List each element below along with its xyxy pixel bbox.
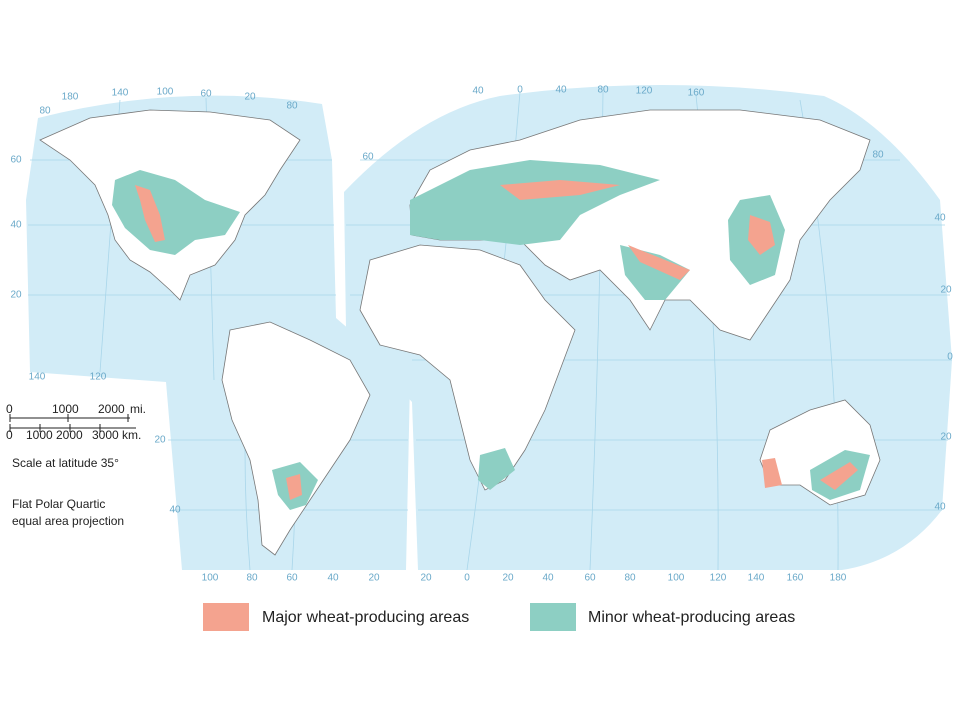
graticule-label: 60 (10, 155, 22, 166)
scale-label: 0 (6, 402, 13, 416)
scale-label: 1000 (26, 428, 53, 442)
graticule-labels: 180 140 100 60 20 80 80 60 40 20 140 120 40 0 40 80 120 1… (10, 85, 953, 584)
graticule-label: 60 (200, 89, 212, 100)
legend-swatch (203, 603, 249, 631)
scale-label: 1000 (52, 402, 79, 416)
graticule-label: 100 (668, 573, 685, 584)
graticule-label: 80 (624, 573, 636, 584)
graticule-label: 40 (10, 220, 22, 231)
graticule-label: 140 (112, 88, 129, 99)
graticule-label: 20 (940, 285, 952, 296)
graticule-label: 80 (872, 150, 884, 161)
graticule-label: 20 (154, 435, 166, 446)
graticule-label: 20 (368, 573, 380, 584)
graticule-label: 40 (934, 502, 946, 513)
major-area (135, 185, 165, 242)
scale-label: mi. (130, 402, 146, 416)
graticule-label: 40 (169, 505, 181, 516)
graticule-label: 40 (327, 573, 339, 584)
graticule-label: 120 (90, 372, 107, 383)
africa (359, 244, 576, 491)
graticule-label: 140 (29, 372, 46, 383)
graticule-label: 20 (420, 573, 432, 584)
major-area (762, 458, 782, 488)
graticule-label: 120 (636, 86, 653, 97)
graticule-label: 80 (246, 573, 258, 584)
minor-area (410, 160, 660, 245)
graticule-label: 40 (472, 86, 484, 97)
south-america (221, 321, 371, 556)
major-area (820, 462, 858, 490)
graticule-label: 160 (787, 573, 804, 584)
scale-label: Flat Polar Quartic (12, 497, 105, 511)
graticule-label: 180 (830, 573, 847, 584)
wheat-areas (112, 160, 870, 510)
legend-swatch (530, 603, 576, 631)
legend-label: Minor wheat-producing areas (588, 609, 795, 626)
scale-label: 0 (6, 428, 13, 442)
major-area (628, 245, 690, 280)
graticule-label: 40 (934, 213, 946, 224)
graticule-label: 20 (10, 290, 22, 301)
graticule-label: 120 (710, 573, 727, 584)
scale-label: equal area projection (12, 514, 124, 528)
graticule-label: 0 (464, 573, 470, 584)
scale-label: Scale at latitude 35° (12, 456, 119, 470)
graticule-label: 100 (157, 87, 174, 98)
graticule-label: 140 (748, 573, 765, 584)
graticule-label: 20 (502, 573, 514, 584)
graticule-label: 100 (202, 573, 219, 584)
scale-label: km. (122, 428, 141, 442)
graticule-label: 60 (584, 573, 596, 584)
graticule-label: 80 (39, 106, 51, 117)
graticule-label: 60 (286, 573, 298, 584)
scale-label: 3000 (92, 428, 119, 442)
graticule-label: 160 (688, 88, 705, 99)
scale-text: 0 1000 2000 mi.0 1000 2000 3000 km.Scale at lat… (6, 402, 146, 528)
scale-bar (9, 414, 136, 432)
major-area (286, 474, 302, 500)
major-area (748, 215, 775, 255)
graticule-label: 40 (555, 85, 567, 96)
legend-label: Major wheat-producing areas (262, 609, 469, 626)
graticule-label: 180 (62, 92, 79, 103)
graticule-label: 80 (597, 85, 609, 96)
minor-area (620, 245, 690, 300)
graticule-label: 20 (940, 432, 952, 443)
graticule-label: 60 (362, 152, 374, 163)
scale-label: 2000 (98, 402, 125, 416)
scale-label: 2000 (56, 428, 83, 442)
major-area (500, 180, 620, 200)
graticule-label: 0 (947, 352, 953, 363)
graticule-label: 40 (542, 573, 554, 584)
minor-area (478, 448, 515, 490)
graticule-label: 80 (286, 101, 298, 112)
graticule-label: 0 (517, 85, 523, 96)
graticule-label: 20 (244, 92, 256, 103)
